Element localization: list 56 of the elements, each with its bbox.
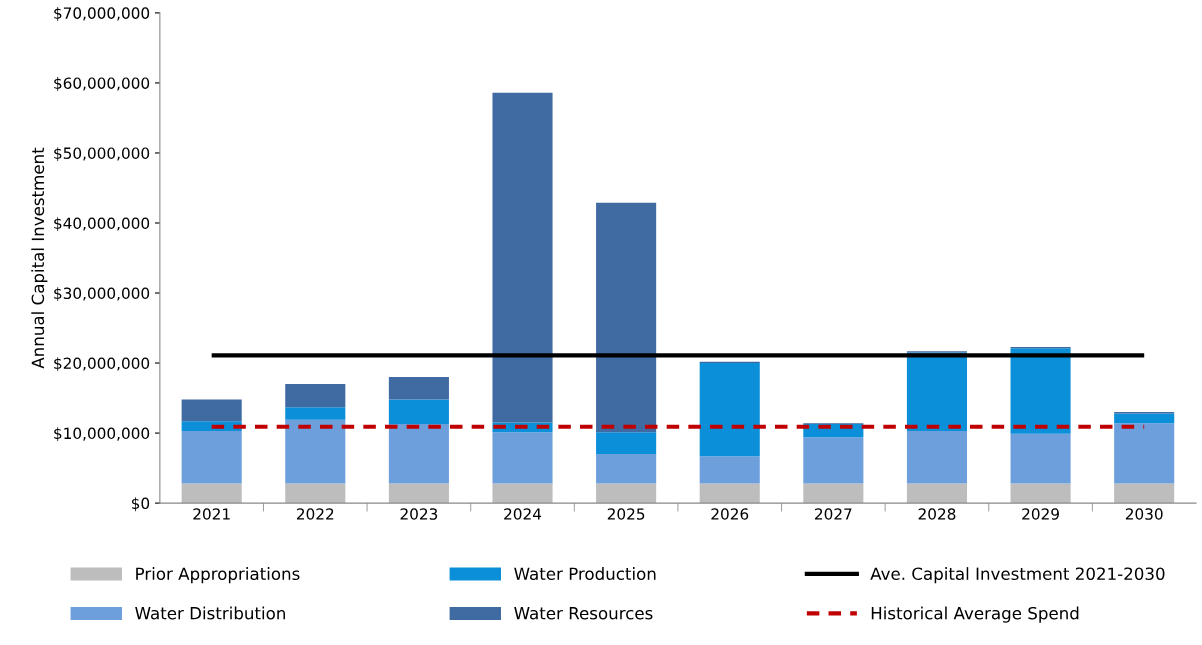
- bar: [803, 437, 864, 484]
- bar: [1114, 413, 1175, 424]
- bar: [181, 430, 242, 484]
- bar: [596, 432, 657, 455]
- bar: [1010, 483, 1071, 504]
- y-tick-label: $40,000,000: [54, 217, 150, 232]
- bar: [1010, 348, 1071, 434]
- y-tick-label: $20,000,000: [54, 357, 150, 372]
- legend-label: Historical Average Spend: [871, 606, 1079, 623]
- legend-label: Water Distribution: [135, 606, 285, 620]
- x-tick-label: 2022: [296, 508, 334, 520]
- bar: [596, 202, 657, 433]
- y-tick-label: $0: [131, 497, 150, 512]
- x-tick-label: 2025: [607, 508, 645, 520]
- x-tick-label: 2028: [918, 508, 956, 520]
- bar: [492, 483, 553, 504]
- bar: [285, 407, 346, 420]
- bar: [1114, 423, 1175, 484]
- bar: [699, 363, 760, 457]
- x-tick-label: 2027: [815, 508, 852, 520]
- bar: [388, 483, 449, 504]
- legend-label: Ave. Capital Investment 2021-2030: [870, 567, 1165, 584]
- bar: [285, 384, 346, 408]
- bar: [803, 483, 864, 504]
- bar: [492, 92, 553, 423]
- bar: [285, 483, 346, 504]
- y-tick-label: $50,000,000: [54, 147, 150, 162]
- y-tick-label: $70,000,000: [54, 7, 150, 21]
- bar: [1010, 433, 1071, 484]
- bar: [596, 454, 657, 484]
- x-tick-label: 2026: [711, 508, 749, 520]
- bar: [906, 430, 968, 484]
- bar: [285, 419, 346, 484]
- bar: [1114, 483, 1175, 504]
- x-tick-label: 2024: [504, 508, 542, 520]
- y-tick-label: $10,000,000: [54, 427, 150, 442]
- bar: [388, 399, 449, 424]
- bar: [596, 483, 657, 504]
- x-tick-label: 2030: [1125, 508, 1163, 520]
- y-tick-label: $30,000,000: [54, 287, 150, 302]
- legend-label: Water Production: [514, 567, 656, 581]
- legend-label: Water Resources: [514, 607, 653, 620]
- bar: [388, 377, 449, 400]
- x-tick-label: 2023: [400, 508, 438, 520]
- bar: [181, 483, 242, 504]
- bar: [699, 456, 760, 484]
- bar: [699, 483, 760, 504]
- legend-label: Prior Appropriations: [136, 567, 300, 584]
- bar: [492, 432, 553, 484]
- y-tick-label: $60,000,000: [54, 77, 150, 91]
- bar: [388, 423, 449, 484]
- x-tick-label: 2029: [1022, 508, 1059, 520]
- bar: [181, 399, 242, 422]
- bar: [906, 483, 968, 504]
- x-tick-label: 2021: [193, 508, 230, 520]
- y-axis-title: Annual Capital Investment: [31, 147, 48, 369]
